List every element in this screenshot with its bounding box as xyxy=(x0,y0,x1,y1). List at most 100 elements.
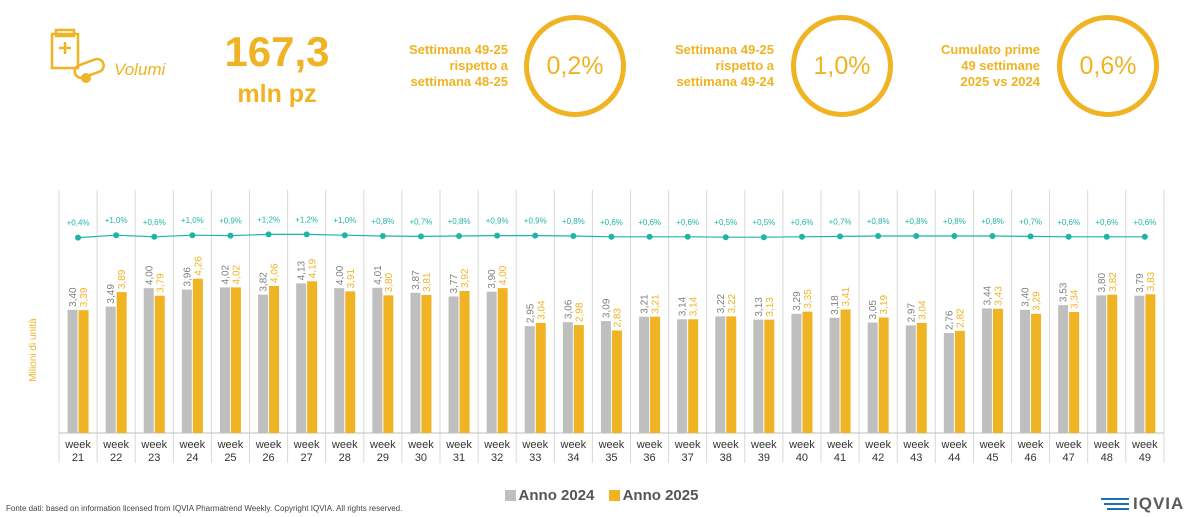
bar-2025 xyxy=(650,316,661,433)
bar-2024 xyxy=(486,291,497,433)
data-label-2025: 3,82 xyxy=(1108,272,1119,292)
data-label-2024: 3,77 xyxy=(449,274,460,294)
iqvia-logo-icon xyxy=(1101,498,1129,510)
kpi-unit: mln pz xyxy=(237,80,317,108)
data-label-2024: 4,00 xyxy=(144,265,155,285)
bar-2025 xyxy=(116,292,127,433)
data-label-2025: 4,06 xyxy=(270,263,281,283)
data-label-2025: 3,89 xyxy=(117,269,128,289)
growth-point xyxy=(837,233,844,240)
comparison-value-2: 1,0% xyxy=(791,15,893,117)
x-tick-label-week: week xyxy=(598,439,625,451)
data-label-2025: 3,21 xyxy=(651,294,662,314)
data-label-2024: 3,40 xyxy=(1021,287,1032,307)
x-tick-label-week: week xyxy=(369,439,396,451)
x-tick-label-number: 44 xyxy=(948,452,960,464)
bar-2024 xyxy=(600,321,611,433)
x-tick-label-week: week xyxy=(1093,439,1120,451)
data-label-2025: 3,80 xyxy=(384,272,395,292)
legend-swatch-2024 xyxy=(504,490,516,501)
data-label-2024: 2,97 xyxy=(906,303,917,323)
data-label-2024: 3,96 xyxy=(182,267,193,287)
bar-2025 xyxy=(1069,312,1080,433)
bar-2024 xyxy=(791,313,802,433)
bar-2025 xyxy=(878,317,889,433)
x-tick-label-number: 26 xyxy=(262,452,274,464)
growth-label: +0,9% xyxy=(486,217,509,226)
growth-label: +0,6% xyxy=(638,218,661,227)
data-label-2025: 4,00 xyxy=(498,265,509,285)
data-label-2024: 3,22 xyxy=(716,293,727,313)
bar-2024 xyxy=(524,326,535,433)
comparison-label-3: Cumulato prime 49 settimane 2025 vs 2024 xyxy=(892,42,1040,90)
x-tick-label-number: 31 xyxy=(453,452,465,464)
data-label-2025: 3,41 xyxy=(841,287,852,307)
kpi-value: 167,3 xyxy=(224,28,330,75)
growth-point xyxy=(608,233,615,240)
data-label-2024: 3,06 xyxy=(563,299,574,319)
bar-2024 xyxy=(448,296,459,433)
comparison-label-2: Settimana 49-25 rispetto a settimana 49-… xyxy=(626,42,774,90)
growth-label: +0,7% xyxy=(409,217,432,226)
comparison-label-line: Cumulato prime xyxy=(941,42,1040,57)
bar-2024 xyxy=(1020,309,1031,433)
x-tick-label-week: week xyxy=(407,439,434,451)
growth-label: +0,6% xyxy=(790,218,813,227)
growth-point xyxy=(913,233,920,239)
growth-point xyxy=(75,234,82,241)
growth-label: +0,6% xyxy=(1095,218,1118,227)
comparison-label-line: rispetto a xyxy=(449,58,508,73)
data-label-2025: 3,35 xyxy=(803,289,814,309)
bar-2025 xyxy=(78,310,89,433)
growth-label: +0,4% xyxy=(67,219,90,228)
x-tick-label-number: 48 xyxy=(1101,452,1113,464)
x-tick-label-week: week xyxy=(331,439,358,451)
x-tick-label-number: 37 xyxy=(682,452,694,464)
growth-label: +1,2% xyxy=(257,215,280,224)
pill-box-icon xyxy=(50,28,105,83)
x-tick-label-number: 34 xyxy=(567,452,579,464)
growth-label: +0,8% xyxy=(943,217,966,226)
growth-point xyxy=(798,233,805,240)
growth-point xyxy=(113,232,120,239)
growth-label: +0,8% xyxy=(562,217,585,226)
data-label-2025: 3,43 xyxy=(993,286,1004,306)
data-label-2024: 3,09 xyxy=(601,298,612,318)
x-tick-label-number: 32 xyxy=(491,452,503,464)
growth-label: +0,7% xyxy=(829,217,852,226)
growth-point xyxy=(494,232,501,239)
growth-label: +0,5% xyxy=(714,218,737,227)
x-tick-label-number: 27 xyxy=(301,452,313,464)
bar-2025 xyxy=(764,319,775,433)
data-label-2025: 3,04 xyxy=(536,300,547,320)
bar-2025 xyxy=(383,295,394,433)
growth-label: +0,6% xyxy=(143,218,166,227)
growth-label: +0,8% xyxy=(448,217,471,226)
bar-2024 xyxy=(1058,305,1069,433)
bar-2024 xyxy=(296,283,307,433)
growth-point xyxy=(341,232,348,239)
bar-2025 xyxy=(459,291,470,433)
data-label-2024: 3,49 xyxy=(106,284,117,304)
x-tick-label-number: 41 xyxy=(834,452,846,464)
bar-2024 xyxy=(334,288,345,433)
bar-2025 xyxy=(269,285,280,433)
data-label-2025: 3,19 xyxy=(879,295,890,315)
bar-2024 xyxy=(905,325,916,433)
growth-point xyxy=(1065,233,1072,240)
bar-2024 xyxy=(1134,295,1145,433)
data-label-2025: 3,79 xyxy=(155,273,166,293)
data-label-2025: 2,82 xyxy=(955,308,966,328)
data-label-2025: 3,13 xyxy=(765,297,776,317)
growth-point xyxy=(1103,233,1110,240)
bar-2025 xyxy=(307,281,318,433)
bar-2024 xyxy=(639,316,650,433)
x-tick-label-number: 24 xyxy=(186,452,198,464)
data-label-2024: 3,80 xyxy=(1097,272,1108,292)
bar-2024 xyxy=(677,319,688,433)
bar-2025 xyxy=(840,309,851,433)
comparison-label-line: settimana 49-24 xyxy=(676,74,774,89)
data-label-2025: 3,14 xyxy=(689,296,700,316)
growth-point xyxy=(646,233,653,240)
x-tick-label-week: week xyxy=(1131,439,1158,451)
